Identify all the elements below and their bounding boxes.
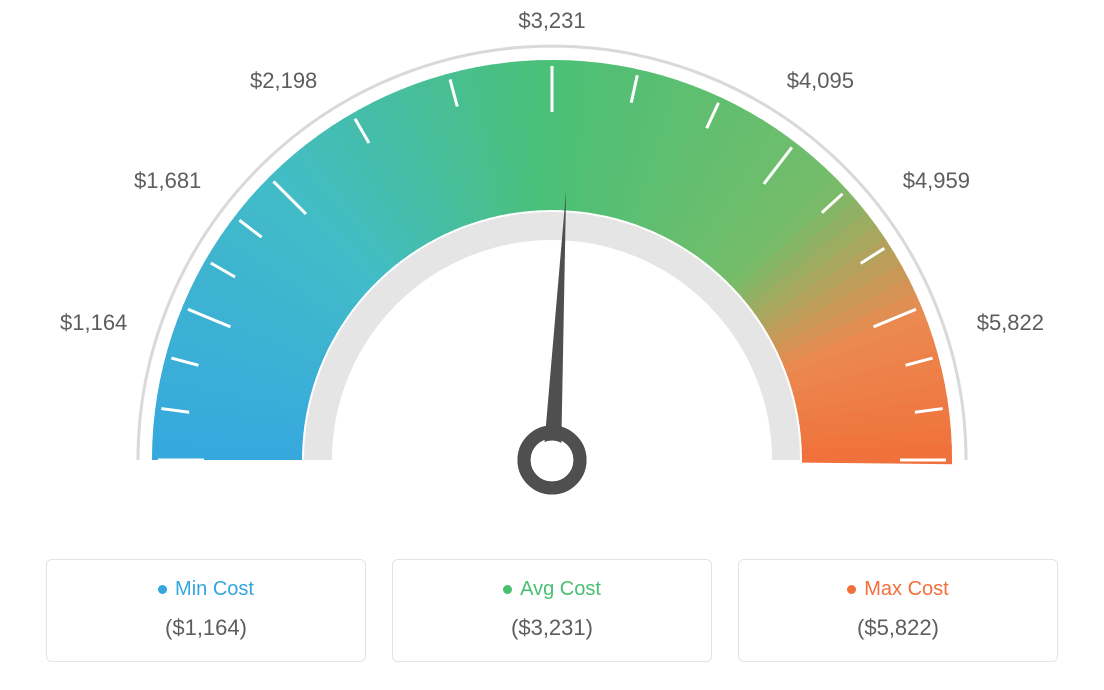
- gauge-tick-label: $4,095: [787, 68, 854, 94]
- gauge-tick-label: $5,822: [977, 310, 1044, 336]
- gauge-tick-label: $4,959: [903, 168, 970, 194]
- legend-title-text: Max Cost: [864, 578, 948, 601]
- legend-card-min: Min Cost ($1,164): [46, 559, 366, 662]
- legend-card-avg: Avg Cost ($3,231): [392, 559, 712, 662]
- legend-title-text: Min Cost: [175, 578, 254, 601]
- legend-row: Min Cost ($1,164) Avg Cost ($3,231) Max …: [46, 559, 1058, 662]
- legend-title-min: Min Cost: [158, 578, 254, 601]
- legend-value-min: ($1,164): [57, 615, 355, 641]
- legend-title-avg: Avg Cost: [503, 578, 601, 601]
- legend-value-avg: ($3,231): [403, 615, 701, 641]
- gauge-tick-label: $1,164: [60, 310, 127, 336]
- legend-title-text: Avg Cost: [520, 578, 601, 601]
- gauge-area: $1,164 $1,681 $2,198 $3,231 $4,095 $4,959 $5,8…: [0, 0, 1104, 560]
- dot-icon: [847, 585, 856, 594]
- gauge-tick-label: $3,231: [518, 8, 585, 34]
- dot-icon: [503, 585, 512, 594]
- cost-gauge-chart: $1,164 $1,681 $2,198 $3,231 $4,095 $4,959 $5,8…: [0, 0, 1104, 690]
- gauge-tick-label: $2,198: [250, 68, 317, 94]
- legend-card-max: Max Cost ($5,822): [738, 559, 1058, 662]
- gauge-tick-label: $1,681: [134, 168, 201, 194]
- dot-icon: [158, 585, 167, 594]
- legend-value-max: ($5,822): [749, 615, 1047, 641]
- gauge-svg: [82, 20, 1022, 540]
- legend-title-max: Max Cost: [847, 578, 948, 601]
